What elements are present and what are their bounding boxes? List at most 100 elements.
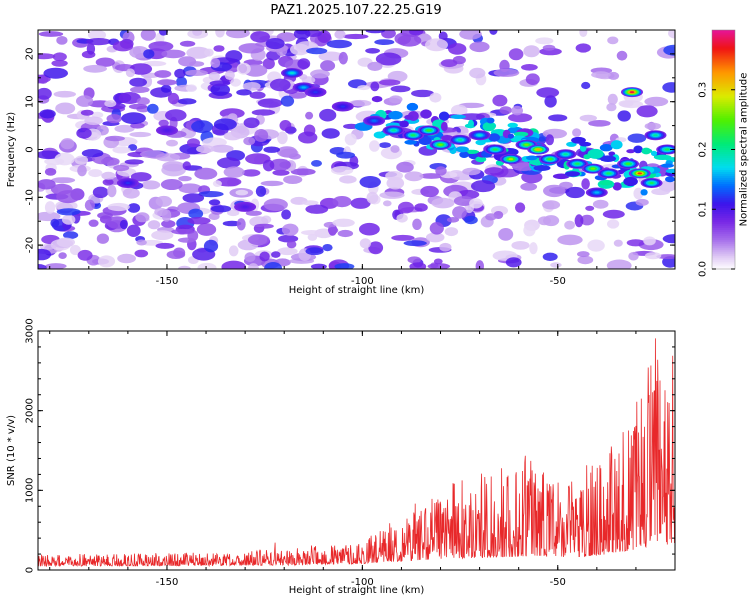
spectrogram-speckle [511, 241, 530, 250]
spectrogram-speckle [197, 262, 217, 269]
spectrogram-speckle [602, 209, 625, 219]
spectrogram-speckle [242, 169, 261, 177]
spectrogram-speckle [238, 43, 265, 54]
spectrogram-speckle [165, 109, 187, 122]
spectrogram-speckle [606, 259, 632, 269]
spectrogram-speckle [577, 255, 594, 265]
colorbar-segment [712, 199, 735, 202]
ridge-blob [571, 136, 586, 144]
spectrogram-speckle [577, 251, 590, 258]
colorbar-segment [712, 30, 735, 33]
colorbar-segment [712, 137, 735, 141]
spectrogram-speckle [166, 250, 186, 259]
hotspot [438, 143, 443, 146]
spectrogram-speckle [542, 200, 561, 210]
spectrogram-speckle [203, 239, 219, 253]
spectrogram-speckle [409, 262, 427, 269]
spectrogram-speckle [147, 220, 161, 230]
spectrogram-speckle [592, 199, 609, 209]
spectrogram-speckle [236, 218, 246, 231]
spectrogram-speckle [76, 127, 92, 139]
spectrogram-speckle [141, 180, 161, 190]
spectrogram-speckle [348, 99, 372, 107]
spectrogram-speckle [88, 169, 103, 178]
spectrogram-speckle [107, 202, 130, 212]
spectrogram-speckle [388, 95, 403, 104]
colorbar-segment [712, 221, 735, 224]
colorbar-segment [712, 227, 735, 230]
colorbar-segment [712, 185, 735, 188]
colorbar-segment [712, 191, 735, 194]
spectrogram-speckle [77, 249, 93, 261]
spectrogram-speckle [162, 161, 186, 172]
spectrogram-speckle [158, 119, 169, 127]
spectrogram-speckle [86, 38, 111, 46]
colorbar-segment [712, 223, 735, 226]
spectrogram-speckle [160, 179, 183, 190]
spectrogram-speckle [338, 51, 348, 65]
spectrogram-speckle [591, 71, 611, 79]
spectrogram-speckle [210, 205, 232, 213]
spectrogram-speckle [81, 149, 104, 158]
spectrogram-speckle [39, 244, 57, 250]
spectrogram-speckle [143, 60, 167, 67]
colorbar-segment [712, 177, 735, 180]
spectrogram-speckle [242, 82, 261, 91]
spectrogram-speckle [187, 138, 200, 148]
spectrogram-speckle [537, 216, 551, 226]
spectrogram-speckle [420, 185, 439, 198]
spectrogram-speckle [187, 217, 211, 225]
spectrogram-speckle [230, 78, 242, 87]
spectrogram-speckle [305, 247, 324, 256]
spectrogram-speckle [332, 196, 352, 208]
spectrogram-speckle [574, 214, 584, 228]
x-tick-label: -150 [156, 577, 179, 588]
hotspot [508, 158, 514, 161]
spectrogram-speckle [277, 131, 288, 145]
spectrogram-speckle [613, 239, 623, 247]
spectrogram-speckle [290, 43, 310, 56]
colorbar-tick-label: 0.1 [698, 201, 709, 217]
spectrogram-speckle [106, 114, 122, 124]
spectrogram-speckle [118, 92, 141, 104]
spectrogram-speckle [548, 114, 568, 122]
x-tick-label: -50 [550, 276, 566, 287]
colorbar-segment [712, 215, 735, 218]
ridge-blob [406, 102, 419, 111]
spectrogram-speckle [129, 77, 148, 87]
colorbar-segment [712, 55, 735, 59]
spectrogram-speckle [112, 41, 134, 52]
colorbar-segment [712, 241, 735, 244]
ridge-blob [420, 109, 432, 119]
spectrogram-speckle [550, 262, 562, 268]
hotspot [164, 129, 170, 132]
spectrogram-speckle [124, 159, 144, 165]
spectrogram-speckle [238, 63, 248, 74]
spectrogram-field [38, 30, 675, 269]
colorbar-segment [712, 213, 735, 216]
spectrogram-speckle [327, 226, 339, 234]
ridge-blob [623, 176, 638, 187]
spectrogram-speckle [225, 30, 250, 39]
ridge-blob [486, 117, 495, 124]
spectrogram-speckle [43, 67, 68, 79]
spectrogram-speckle [44, 201, 56, 214]
spectrogram-speckle [276, 146, 298, 158]
spectrogram-speckle [396, 213, 408, 223]
spectrogram-speckle [174, 68, 186, 79]
colorbar-segment [712, 103, 735, 107]
colorbar-segment [712, 265, 735, 268]
spectrogram-speckle [288, 92, 307, 99]
spectrogram-speckle [60, 138, 75, 150]
spectrogram-speckle [493, 68, 520, 77]
colorbar-segment [712, 73, 735, 77]
colorbar-segment [712, 125, 735, 129]
x-axis-label: Height of straight line (km) [289, 285, 425, 296]
spectrogram-speckle [177, 98, 197, 105]
spectrogram-speckle [130, 172, 152, 182]
spectrogram-speckle [542, 252, 558, 261]
spectrogram-speckle [155, 195, 172, 207]
spectrogram-speckle [243, 136, 256, 146]
spectrogram-speckle [158, 30, 168, 36]
spectrogram-speckle [276, 32, 297, 42]
